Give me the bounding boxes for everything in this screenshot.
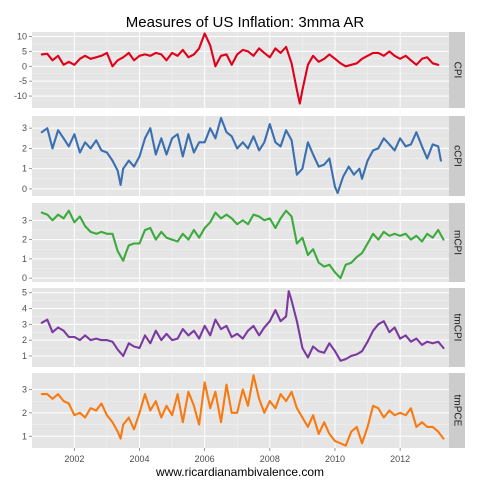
facet-strip — [449, 32, 465, 108]
facet-strip — [449, 373, 465, 448]
x-tick-label: 2004 — [129, 454, 149, 464]
panel-background — [32, 288, 449, 367]
x-tick-label: 2008 — [260, 454, 280, 464]
series-line-tmpce — [40, 374, 445, 447]
y-tick-label: 5 — [22, 46, 27, 56]
x-tick-label: 2006 — [195, 454, 215, 464]
series-line-tmcpi — [40, 290, 445, 362]
y-tick-label: 3 — [22, 319, 27, 329]
facet-strip-label: cCPI — [451, 145, 462, 167]
chart-title: Measures of US Inflation: 3mma AR — [126, 14, 365, 31]
facet-strip — [449, 116, 465, 196]
series-line-mcpi — [40, 209, 445, 280]
y-tick-label: 0 — [22, 184, 27, 194]
facet-strip — [449, 288, 465, 367]
x-axis: 2002 2004 2006 2008 2010 2012 — [64, 448, 410, 464]
series-line-cpi — [40, 32, 440, 105]
y-tick-label: 2 — [22, 408, 27, 418]
y-tick-label: 0 — [22, 273, 27, 283]
y-tick-label: 1 — [22, 254, 27, 264]
y-tick-label: 2 — [22, 235, 27, 245]
panel-ccpi: 3 2 1 0 cCPI — [22, 116, 465, 196]
y-tick-label: 3 — [22, 123, 27, 133]
y-tick-label: 1 — [22, 431, 27, 441]
facet-strip-label: CPI — [451, 62, 462, 79]
x-tick-label: 2002 — [64, 454, 84, 464]
panel-tmpce: 3 2 1 tmPCE — [22, 373, 465, 448]
y-tick-label: 3 — [22, 384, 27, 394]
chart-panels: 1050-5-10CPI3210cCPI3210mCPI54321tmCPI32… — [14, 31, 465, 448]
panel-cpi: 10 5 0 -5 -10 CPI — [14, 31, 465, 108]
panel-background — [32, 32, 449, 108]
y-tick-label: 0 — [22, 61, 27, 71]
facet-strip — [449, 203, 465, 282]
y-tick-label: 2 — [22, 143, 27, 153]
panel-background — [32, 116, 449, 196]
panel-mcpi: 3 2 1 0 mCPI — [22, 203, 465, 283]
facet-strip-label: tmCPI — [451, 314, 462, 342]
y-tick-label: -5 — [19, 76, 27, 86]
facet-strip-label: mCPI — [451, 230, 462, 255]
y-tick-label: 10 — [17, 31, 27, 41]
y-tick-label: -10 — [14, 91, 27, 101]
y-tick-label: 1 — [22, 164, 27, 174]
chart-caption: www.ricardianambivalence.com — [155, 465, 324, 479]
series-line-ccpi — [40, 116, 442, 195]
y-tick-label: 5 — [22, 288, 27, 298]
y-tick-label: 1 — [22, 351, 27, 361]
panel-tmcpi: 5 4 3 2 1 tmCPI — [22, 288, 465, 367]
x-tick-label: 2010 — [325, 454, 345, 464]
y-tick-label: 2 — [22, 335, 27, 345]
facet-strip-label: tmPCE — [451, 395, 462, 427]
y-tick-label: 3 — [22, 215, 27, 225]
x-tick-label: 2012 — [390, 454, 410, 464]
panel-background — [32, 203, 449, 282]
y-tick-label: 4 — [22, 304, 27, 314]
